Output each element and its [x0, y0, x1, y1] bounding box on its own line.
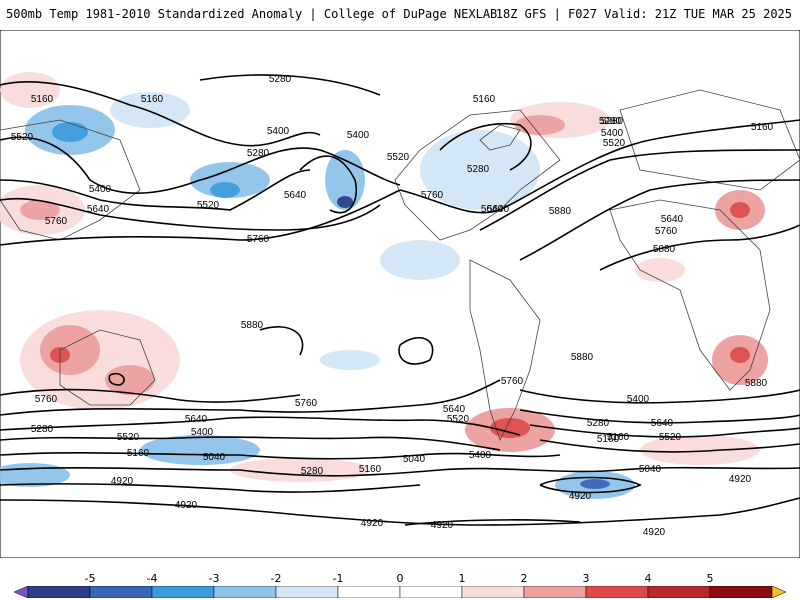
- contour-label: 5280: [599, 116, 622, 127]
- colorbar-segment: [771, 586, 786, 598]
- contour-label: 5400: [347, 130, 370, 141]
- contour-label: 5640: [443, 404, 466, 415]
- colorbar: -5 -4 -3 -2 -1 0 1 2 3 4 5: [0, 572, 800, 600]
- contour-label: 5160: [607, 432, 630, 443]
- contour-label: 5760: [655, 226, 678, 237]
- contour-label: 5760: [295, 398, 318, 409]
- contour-label: 5880: [549, 206, 572, 217]
- contour-label: 5400: [89, 184, 112, 195]
- map-title: 500mb Temp 1981-2010 Standardized Anomal…: [6, 7, 498, 21]
- contour-label: 5160: [751, 122, 774, 133]
- contour-label: 4920: [175, 500, 198, 511]
- contour-label: 5520: [117, 432, 140, 443]
- contour-label: 5400: [267, 126, 290, 137]
- contour-label: 5640: [481, 204, 504, 215]
- colorbar-segment: [399, 586, 463, 598]
- colorbar-bar: [14, 586, 786, 598]
- contour-label: 5280: [31, 424, 54, 435]
- contour-label: 5400: [469, 450, 492, 461]
- contour-label: 5520: [197, 200, 220, 211]
- colorbar-segment: [213, 586, 277, 598]
- contour-label: 5160: [473, 94, 496, 105]
- run-info: 18Z GFS | F027 Valid: 21Z TUE MAR 25 202…: [495, 7, 792, 21]
- contour-label: 5280: [269, 74, 292, 85]
- colorbar-segment: [14, 586, 29, 598]
- contour-label: 5640: [487, 204, 510, 215]
- contour-label: 5400: [601, 128, 624, 139]
- contour-label: 5520: [11, 132, 34, 143]
- contour-label: 5160: [359, 464, 382, 475]
- colorbar-segment: [461, 586, 525, 598]
- contour-label: 5160: [597, 434, 620, 445]
- contour-label: 5520: [603, 138, 626, 149]
- contour-label: 5160: [127, 448, 150, 459]
- contour-label-group: 5280 5160 5520 5400 5640 5760 5280 5160 …: [11, 74, 774, 538]
- contour-label: 5400: [627, 394, 650, 405]
- contour-label: 5040: [203, 452, 226, 463]
- contour-label: 5640: [284, 190, 307, 201]
- colorbar-tick-label: 5: [706, 572, 714, 585]
- contour-label: 5520: [447, 414, 470, 425]
- contour-label: 5040: [639, 464, 662, 475]
- colorbar-segment: [89, 586, 153, 598]
- contour-label: 5400: [191, 427, 214, 438]
- colorbar-tick-label: -2: [270, 572, 282, 585]
- contour-label: 5040: [403, 454, 426, 465]
- colorbar-segment: [523, 586, 587, 598]
- contour-label: 4920: [111, 476, 134, 487]
- contour-label: 5880: [571, 352, 594, 363]
- contour-label: 5160: [31, 94, 54, 105]
- contour-label: 5280: [587, 418, 610, 429]
- colorbar-tick-label: 4: [644, 572, 652, 585]
- contour-label: 4920: [361, 518, 384, 529]
- contour-label: 5880: [241, 320, 264, 331]
- contour-label: 5760: [35, 394, 58, 405]
- colorbar-segment: [709, 586, 773, 598]
- colorbar-tick-label: 1: [458, 572, 466, 585]
- colorbar-tick-label: -5: [84, 572, 96, 585]
- colorbar-segment: [647, 586, 711, 598]
- height-contours: [0, 74, 800, 526]
- contour-label: 5640: [87, 204, 110, 215]
- contour-label: 5280: [301, 466, 324, 477]
- colorbar-tick-label: 0: [396, 572, 404, 585]
- contour-label: 5760: [421, 190, 444, 201]
- colorbar-segment: [337, 586, 401, 598]
- contour-label: 4920: [431, 520, 454, 531]
- contour-label: 5160: [141, 94, 164, 105]
- coastlines: [0, 89, 800, 442]
- contour-label: 5880: [745, 378, 768, 389]
- colorbar-tick-label: 2: [520, 572, 528, 585]
- contour-label: 5640: [185, 414, 208, 425]
- contour-label: 5760: [45, 216, 68, 227]
- colorbar-segment: [27, 586, 91, 598]
- colorbar-tick-label: -4: [146, 572, 158, 585]
- contour-label: 4920: [569, 491, 592, 502]
- contour-label: 4920: [729, 474, 752, 485]
- contour-label: 5280: [467, 164, 490, 175]
- colorbar-tick-label: -1: [332, 572, 344, 585]
- contour-label: 5520: [387, 152, 410, 163]
- colorbar-tick-label: -3: [208, 572, 220, 585]
- contour-label: 5760: [247, 234, 270, 245]
- colorbar-tick-label: 3: [582, 572, 590, 585]
- contour-label: 5880: [653, 244, 676, 255]
- contour-label: 5640: [651, 418, 674, 429]
- colorbar-segment: [151, 586, 215, 598]
- contour-label: 5640: [661, 214, 684, 225]
- colorbar-segment: [275, 586, 339, 598]
- contour-label: 5280: [247, 148, 270, 159]
- contour-label: 4920: [643, 527, 666, 538]
- header: 500mb Temp 1981-2010 Standardized Anomal…: [0, 0, 800, 30]
- contour-label: 5760: [501, 376, 524, 387]
- map-panel: 5280 5160 5520 5400 5640 5760 5280 5160 …: [0, 30, 800, 558]
- contour-label: 5280: [601, 116, 624, 127]
- colorbar-segment: [585, 586, 649, 598]
- contour-label: 5520: [659, 432, 682, 443]
